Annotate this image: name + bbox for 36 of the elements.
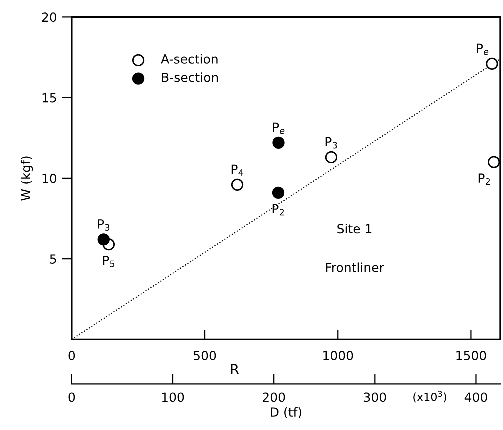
point [98,234,110,246]
point [272,186,285,200]
point [272,136,285,150]
text: (x10$^{3}$) [414,391,446,403]
legend-label: B-section [162,72,218,82]
x2-tick-label: 100 [162,392,184,402]
legend-label: A-section [161,54,218,64]
x2-tick-label: 200 [263,392,286,402]
annotation: Site 1 [338,224,372,234]
annotation: P$_{3}$ [98,220,110,231]
annotation: P$_{2}$ [478,174,490,185]
x-tick-label: 0 [68,351,76,360]
x2-tick-label: 0 [68,392,76,402]
y-tick-label: 10 [42,174,57,184]
point [231,178,244,191]
annotation: P$_{2}$ [272,204,284,216]
annotation: P$_{3}$ [326,137,338,149]
annotation: P$_{5}$ [103,256,115,268]
x-axis-title: R [231,364,240,374]
y-tick-label: 5 [50,254,56,264]
annotation: P$_{4}$ [232,164,244,176]
y-tick-label: 15 [42,93,56,103]
point [325,151,338,164]
point [488,156,500,168]
x2-axis-title: D (tf) [271,407,302,418]
point [486,58,498,70]
x-tick-label: 1500 [456,351,486,360]
x2-tick-label: 300 [364,392,386,402]
annotation: P$_{e}$ [477,44,489,56]
x-tick-label: 1000 [324,351,354,360]
y-tick-label: 20 [42,12,57,22]
x2-tick-label: 400 [464,392,488,402]
annotation: P$_{e}$ [273,122,285,134]
x-tick-label: 500 [194,351,216,360]
annotation: Frontliner [326,262,384,272]
y-axis-title: W (kgf) [21,156,34,201]
